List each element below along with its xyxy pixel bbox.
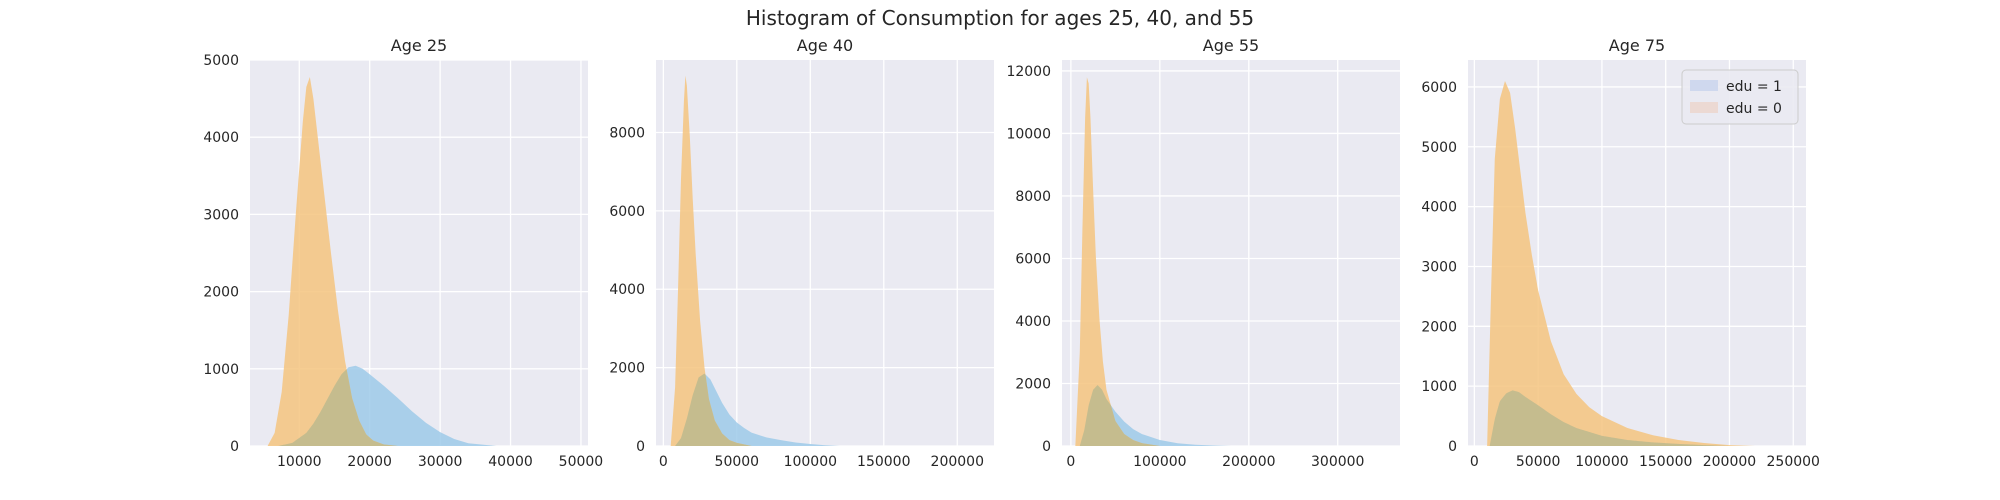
x-tick-label: 200000 <box>1222 454 1275 470</box>
histogram-overlap <box>278 369 398 446</box>
histogram-overlap <box>675 373 752 446</box>
y-tick-label: 6000 <box>1015 251 1051 267</box>
x-tick-label: 200000 <box>1703 454 1756 470</box>
y-tick-label: 0 <box>1042 439 1051 455</box>
subplot-title: Age 40 <box>797 36 853 55</box>
subplot-age-40: Age 40 0 50000 100000 150000 200000 0 2000 4000 6… <box>609 36 994 470</box>
y-tick-label: 0 <box>636 439 645 455</box>
legend: edu = 1 edu = 0 <box>1681 69 1799 125</box>
y-tick-label: 1000 <box>203 362 239 378</box>
y-tick-label: 5000 <box>1421 140 1457 156</box>
subplot-title: Age 25 <box>391 36 447 55</box>
y-tick-label: 2000 <box>609 361 645 377</box>
y-tick-label: 0 <box>230 439 239 455</box>
y-tick-label: 3000 <box>1421 259 1457 275</box>
x-tick-label: 40000 <box>488 454 533 470</box>
legend-entry: edu = 1 <box>1726 79 1782 95</box>
y-tick-label: 8000 <box>609 125 645 141</box>
figure-title: Histogram of Consumption for ages 25, 40… <box>746 6 1254 30</box>
histogram-edu-0 <box>1487 80 1755 446</box>
x-tick-label: 0 <box>1470 454 1479 470</box>
x-tick-label: 200000 <box>931 454 984 470</box>
y-tick-label: 4000 <box>609 282 645 298</box>
x-tick-label: 50000 <box>1516 454 1561 470</box>
plot-area <box>656 60 994 446</box>
y-tick-label: 10000 <box>1006 126 1051 142</box>
y-tick-label: 5000 <box>203 53 239 69</box>
legend-swatch <box>1690 102 1718 113</box>
y-tick-label: 2000 <box>203 285 239 301</box>
y-tick-label: 4000 <box>1421 200 1457 216</box>
y-tick-label: 6000 <box>609 204 645 220</box>
x-tick-label: 250000 <box>1767 454 1820 470</box>
y-tick-label: 3000 <box>203 207 239 223</box>
x-tick-label: 150000 <box>857 454 910 470</box>
x-tick-label: 100000 <box>1575 454 1628 470</box>
histogram-overlap <box>1489 390 1730 446</box>
y-tick-label: 4000 <box>203 130 239 146</box>
y-tick-label: 0 <box>1448 439 1457 455</box>
x-tick-label: 30000 <box>418 454 463 470</box>
plot-area <box>1062 60 1400 446</box>
x-tick-label: 0 <box>659 454 668 470</box>
y-tick-label: 6000 <box>1421 80 1457 96</box>
subplot-age-75: Age 75 0 50000 100000 150000 200000 250000 0 100… <box>1421 36 1820 470</box>
histogram-edu-0 <box>670 75 752 447</box>
x-tick-label: 100000 <box>1133 454 1186 470</box>
legend-swatch <box>1690 80 1718 91</box>
y-tick-label: 12000 <box>1006 64 1051 80</box>
histogram-edu-0 <box>1075 77 1160 446</box>
subplot-age-55: Age 55 0 100000 200000 300000 0 2000 4000 6000 80… <box>1006 36 1400 470</box>
y-tick-label: 4000 <box>1015 314 1051 330</box>
x-tick-label: 20000 <box>347 454 392 470</box>
y-tick-label: 8000 <box>1015 189 1051 205</box>
x-tick-label: 150000 <box>1639 454 1692 470</box>
histogram-edu-0 <box>267 76 398 446</box>
subplot-title: Age 55 <box>1203 36 1259 55</box>
legend-entry: edu = 0 <box>1726 101 1782 117</box>
x-tick-label: 50000 <box>715 454 760 470</box>
x-tick-label: 50000 <box>559 454 604 470</box>
x-tick-label: 300000 <box>1311 454 1364 470</box>
subplot-age-25: Age 25 10000 20000 30000 40000 50000 0 1000 2000… <box>203 36 603 470</box>
y-tick-label: 2000 <box>1421 319 1457 335</box>
subplot-title: Age 75 <box>1609 36 1665 55</box>
x-tick-label: 0 <box>1066 454 1075 470</box>
y-tick-label: 1000 <box>1421 379 1457 395</box>
x-tick-label: 100000 <box>784 454 837 470</box>
x-tick-label: 10000 <box>277 454 322 470</box>
y-tick-label: 2000 <box>1015 376 1051 392</box>
histogram-overlap <box>1079 385 1160 446</box>
